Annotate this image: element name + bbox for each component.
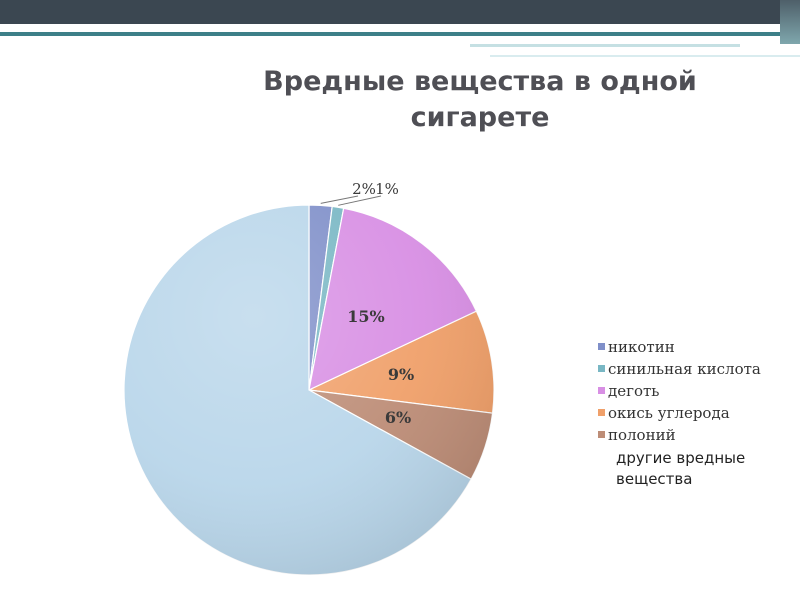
chart-legend: никотин синильная кислота деготь окись угле…: [598, 336, 793, 490]
legend-item: синильная кислота: [598, 358, 793, 380]
legend-item: полоний: [598, 424, 793, 446]
legend-label: деготь: [608, 382, 660, 400]
pie-data-labels: 2% 1% 15% 9% 6%: [320, 180, 414, 427]
data-label: 6%: [385, 408, 411, 427]
legend-label: никотин: [608, 338, 675, 356]
decorative-right-edge: [780, 0, 800, 44]
decorative-light-line: [470, 44, 740, 47]
top-decorative-band: [0, 0, 800, 24]
legend-swatch: [598, 431, 605, 438]
legend-item: деготь: [598, 380, 793, 402]
legend-label: окись углерода: [608, 404, 730, 422]
legend-swatch: [598, 343, 605, 350]
data-label: 9%: [388, 365, 414, 384]
legend-swatch: [598, 387, 605, 394]
data-label-leader-line: [320, 195, 359, 204]
legend-swatch: [598, 409, 605, 416]
legend-swatch: [598, 365, 605, 372]
data-label: 2%: [352, 180, 376, 198]
decorative-light-line: [490, 55, 800, 57]
chart-title: Вредные вещества в одной сигарете: [263, 66, 697, 133]
legend-item: никотин: [598, 336, 793, 358]
data-label: 1%: [375, 180, 399, 198]
legend-label: синильная кислота: [608, 360, 761, 378]
data-label: 15%: [347, 307, 384, 326]
data-label-leader-line: [338, 195, 382, 206]
pie-shading: [124, 205, 494, 575]
legend-item: окись углерода: [598, 402, 793, 424]
legend-label: полоний: [608, 426, 676, 444]
decorative-accent-line: [0, 32, 780, 36]
legend-label: другие вредные вещества: [616, 449, 746, 488]
